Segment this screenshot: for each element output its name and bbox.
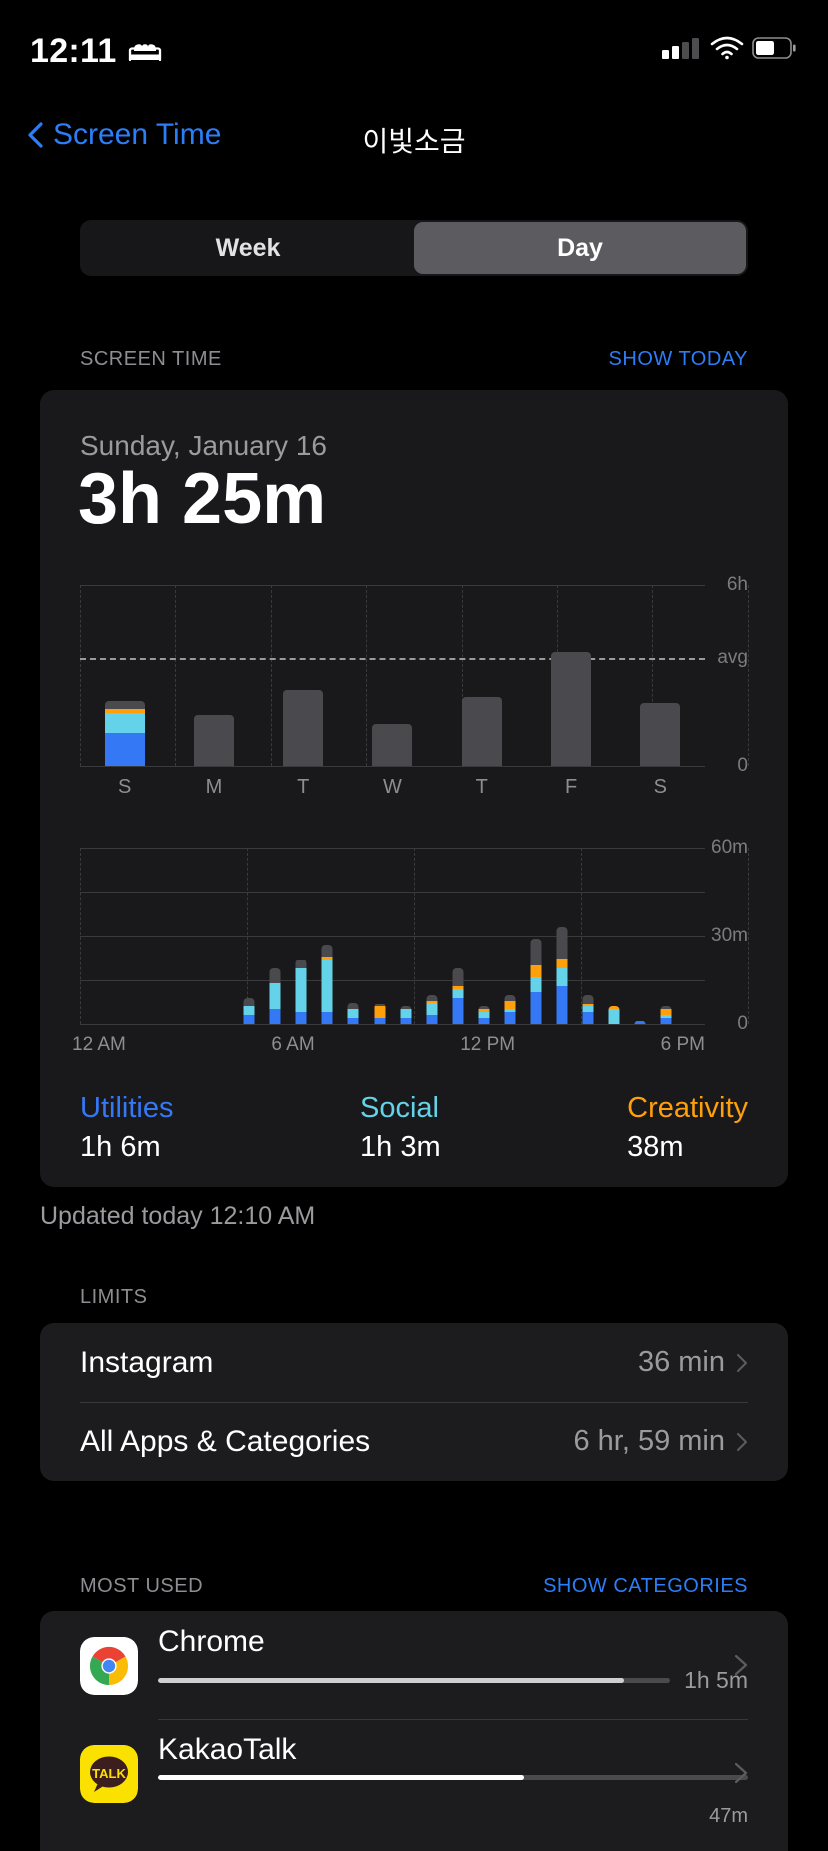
svg-text:TALK: TALK (92, 1766, 126, 1781)
